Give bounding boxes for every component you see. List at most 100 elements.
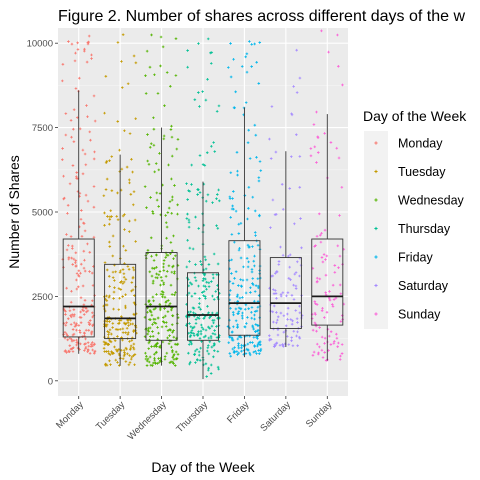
data-point <box>250 65 253 68</box>
data-point <box>185 265 189 269</box>
data-point <box>84 345 88 349</box>
data-point <box>93 349 97 353</box>
data-point <box>72 127 75 131</box>
data-point <box>228 352 232 355</box>
data-point <box>110 215 113 218</box>
data-point <box>215 197 218 201</box>
data-point <box>199 308 202 311</box>
data-point <box>188 360 192 364</box>
data-point <box>66 204 70 207</box>
data-point <box>173 364 177 367</box>
data-point <box>154 322 158 325</box>
data-point <box>61 158 64 162</box>
data-point <box>253 290 257 293</box>
data-point <box>257 286 260 290</box>
data-point <box>157 357 160 360</box>
data-point <box>121 357 125 361</box>
data-point <box>192 334 196 337</box>
data-point <box>145 359 149 363</box>
data-point <box>213 349 216 353</box>
data-point <box>76 41 79 45</box>
data-point <box>132 346 135 349</box>
data-point <box>144 92 148 95</box>
data-point <box>67 244 70 247</box>
data-point <box>269 157 273 160</box>
data-point <box>154 351 158 355</box>
data-point <box>146 133 149 136</box>
data-point <box>294 284 298 288</box>
data-point <box>191 326 195 330</box>
data-point <box>280 182 284 186</box>
data-point <box>129 193 133 196</box>
data-point <box>149 236 153 240</box>
data-point <box>235 350 239 353</box>
data-point <box>320 348 324 352</box>
data-point <box>298 76 302 80</box>
data-point <box>123 228 126 231</box>
data-point <box>286 312 289 316</box>
data-point <box>83 332 86 335</box>
data-point <box>174 291 177 294</box>
data-point <box>281 343 284 346</box>
data-point <box>292 283 295 287</box>
data-point <box>233 240 236 244</box>
data-point <box>148 65 152 69</box>
data-point <box>158 152 161 155</box>
data-point <box>329 330 333 333</box>
data-point <box>143 185 147 188</box>
data-point <box>120 167 124 171</box>
data-point <box>169 283 173 287</box>
data-point <box>234 270 238 274</box>
data-point <box>75 338 78 342</box>
data-point <box>293 222 296 226</box>
data-point <box>228 197 232 200</box>
data-point <box>211 294 214 298</box>
data-point <box>212 276 215 280</box>
data-point <box>281 253 285 257</box>
data-point <box>170 323 174 326</box>
data-point <box>298 155 302 158</box>
data-point <box>327 334 331 338</box>
data-point <box>279 294 283 298</box>
data-point <box>115 215 119 218</box>
data-point <box>236 337 240 341</box>
x-tick-label: Monday <box>54 399 86 431</box>
data-point <box>211 273 215 276</box>
data-point <box>78 329 82 332</box>
data-point <box>298 304 301 308</box>
data-point <box>150 254 153 258</box>
data-point <box>77 269 81 273</box>
data-point <box>257 176 261 179</box>
data-point <box>256 243 260 247</box>
data-point <box>106 335 110 339</box>
data-point <box>237 248 241 252</box>
data-point <box>323 316 326 319</box>
data-point <box>254 284 258 288</box>
data-point <box>119 288 123 291</box>
data-point <box>218 199 221 203</box>
data-point <box>117 287 121 290</box>
data-point <box>317 212 321 216</box>
data-point <box>170 198 174 202</box>
data-point <box>239 256 243 260</box>
data-point <box>239 336 243 339</box>
data-point <box>74 264 78 268</box>
data-point <box>151 295 155 299</box>
data-point <box>156 326 159 329</box>
data-point <box>113 279 116 282</box>
data-point <box>233 350 236 354</box>
data-point <box>82 221 85 225</box>
data-point <box>91 315 94 319</box>
data-point <box>81 308 84 312</box>
data-point <box>269 338 273 341</box>
data-point <box>175 147 179 151</box>
data-point <box>132 301 136 305</box>
data-point <box>295 133 298 136</box>
data-point <box>271 310 275 314</box>
data-point <box>105 268 109 272</box>
data-point <box>64 133 68 137</box>
box-iqr <box>311 238 344 326</box>
data-point <box>287 277 291 280</box>
data-point <box>316 151 320 154</box>
data-point <box>197 91 200 94</box>
